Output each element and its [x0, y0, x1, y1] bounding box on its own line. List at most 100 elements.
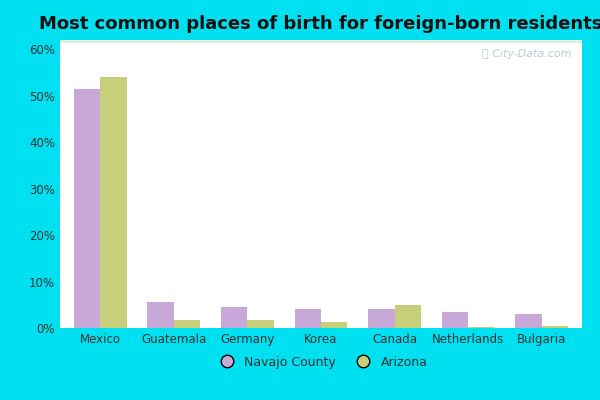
Bar	[60, 40, 582, 42]
Bar	[60, 40, 582, 42]
Bar	[60, 41, 582, 42]
Bar	[60, 41, 582, 43]
Bar	[60, 40, 582, 42]
Bar	[60, 41, 582, 42]
Bar	[60, 41, 582, 43]
Bar	[60, 40, 582, 42]
Bar	[60, 41, 582, 42]
Bar	[60, 41, 582, 43]
Bar	[60, 41, 582, 43]
Bar	[60, 41, 582, 43]
Bar	[60, 40, 582, 42]
Bar	[60, 41, 582, 42]
Bar	[442, 312, 468, 328]
Bar	[148, 302, 174, 328]
Bar	[60, 41, 582, 42]
Bar	[60, 41, 582, 42]
Bar	[60, 40, 582, 42]
Bar	[60, 40, 582, 42]
Bar	[60, 41, 582, 42]
Bar	[60, 40, 582, 42]
Bar	[60, 41, 582, 42]
Bar	[368, 310, 395, 328]
Bar	[60, 41, 582, 42]
Bar	[60, 40, 582, 42]
Bar	[60, 40, 582, 42]
Bar	[60, 40, 582, 42]
Bar	[60, 41, 582, 42]
Bar	[60, 40, 582, 42]
Bar	[60, 40, 582, 42]
Bar	[174, 320, 200, 328]
Bar	[60, 40, 582, 42]
Bar	[60, 40, 582, 42]
Bar	[60, 41, 582, 43]
Bar	[60, 41, 582, 43]
Bar	[60, 40, 582, 42]
Bar	[60, 40, 582, 42]
Bar	[60, 40, 582, 42]
Bar	[60, 41, 582, 42]
Bar	[60, 41, 582, 42]
Bar	[60, 40, 582, 42]
Bar	[60, 40, 582, 42]
Bar	[60, 40, 582, 42]
Bar	[60, 40, 582, 42]
Bar	[60, 41, 582, 43]
Bar	[60, 41, 582, 42]
Bar	[60, 40, 582, 42]
Bar	[60, 40, 582, 42]
Bar	[60, 41, 582, 42]
Bar	[60, 41, 582, 42]
Bar	[60, 41, 582, 42]
Bar	[60, 41, 582, 42]
Bar	[60, 40, 582, 42]
Bar	[60, 41, 582, 42]
Bar	[515, 314, 542, 328]
Bar	[60, 41, 582, 43]
Bar	[60, 41, 582, 42]
Bar	[60, 40, 582, 42]
Bar	[60, 41, 582, 42]
Bar	[60, 41, 582, 42]
Bar	[60, 41, 582, 42]
Bar	[60, 42, 582, 43]
Bar	[60, 40, 582, 42]
Bar	[60, 41, 582, 43]
Bar	[60, 41, 582, 43]
Bar	[60, 40, 582, 42]
Bar	[60, 41, 582, 42]
Bar	[60, 41, 582, 42]
Bar	[60, 41, 582, 42]
Bar	[60, 41, 582, 42]
Bar	[60, 41, 582, 43]
Bar	[60, 41, 582, 42]
Bar	[60, 40, 582, 42]
Bar	[60, 40, 582, 42]
Bar	[60, 41, 582, 42]
Bar	[60, 40, 582, 42]
Bar	[60, 41, 582, 43]
Bar	[60, 40, 582, 42]
Bar	[60, 41, 582, 43]
Bar	[60, 40, 582, 42]
Bar	[60, 41, 582, 43]
Bar	[60, 41, 582, 42]
Bar	[60, 40, 582, 42]
Bar	[60, 40, 582, 42]
Title: Most common places of birth for foreign-born residents: Most common places of birth for foreign-…	[40, 15, 600, 33]
Bar	[60, 40, 582, 42]
Bar	[60, 40, 582, 42]
Bar	[60, 41, 582, 42]
Bar	[60, 40, 582, 42]
Bar	[60, 41, 582, 42]
Bar	[60, 41, 582, 42]
Bar	[60, 41, 582, 42]
Bar	[60, 41, 582, 42]
Bar	[60, 40, 582, 42]
Legend: Navajo County, Arizona: Navajo County, Arizona	[209, 350, 433, 374]
Bar	[60, 40, 582, 42]
Bar	[60, 40, 582, 42]
Bar	[60, 40, 582, 42]
Bar	[60, 40, 582, 42]
